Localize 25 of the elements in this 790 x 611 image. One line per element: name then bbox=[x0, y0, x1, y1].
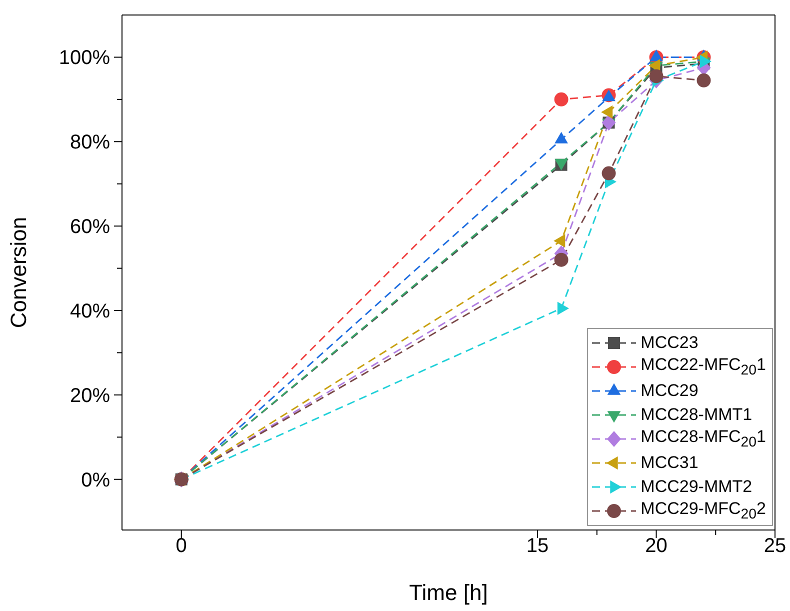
legend-label: MCC31 bbox=[640, 453, 698, 473]
point bbox=[649, 69, 664, 84]
x-tick-label: 20 bbox=[645, 535, 668, 557]
y-tick-label: 0% bbox=[81, 469, 110, 492]
legend-label: MCC29-MFC$_{20}$2 bbox=[640, 499, 766, 523]
x-tick-label: 0 bbox=[176, 535, 187, 557]
point bbox=[554, 92, 568, 106]
x-tick-label: 25 bbox=[764, 535, 786, 557]
y-tick-label: 100% bbox=[58, 47, 110, 70]
y-tick-label: 20% bbox=[70, 384, 110, 407]
legend-label: MCC28-MMT1 bbox=[640, 405, 752, 425]
y-tick-label: 60% bbox=[70, 216, 110, 238]
legend-label: MCC29-MMT2 bbox=[640, 477, 752, 497]
y-axis-title: Conversion bbox=[6, 216, 31, 328]
y-tick-label: 40% bbox=[70, 300, 110, 322]
legend-label: MCC28-MFC$_{20}$1 bbox=[640, 427, 766, 451]
legend-label: MCC22-MFC$_{20}$1 bbox=[640, 355, 766, 379]
point bbox=[696, 73, 711, 88]
point bbox=[554, 252, 568, 267]
point bbox=[602, 166, 616, 180]
legend-label: MCC29 bbox=[640, 381, 698, 401]
y-tick-label: 80% bbox=[70, 132, 110, 154]
x-axis-title: Time [h] bbox=[409, 580, 488, 605]
legend-label: MCC23 bbox=[640, 333, 698, 353]
x-tick-label: 15 bbox=[526, 535, 549, 557]
